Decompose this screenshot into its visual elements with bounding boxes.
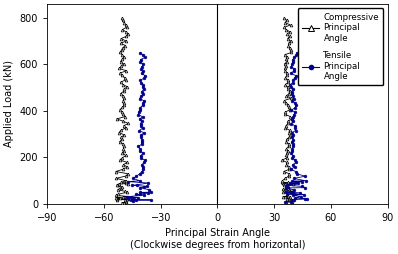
Y-axis label: Applied Load (kN): Applied Load (kN)	[4, 60, 14, 147]
Legend: Compressive
Principal
Angle, Tensile
Principal
Angle: Compressive Principal Angle, Tensile Pri…	[298, 8, 383, 85]
X-axis label: Principal Strain Angle
(Clockwise degrees from horizontal): Principal Strain Angle (Clockwise degree…	[130, 228, 305, 250]
